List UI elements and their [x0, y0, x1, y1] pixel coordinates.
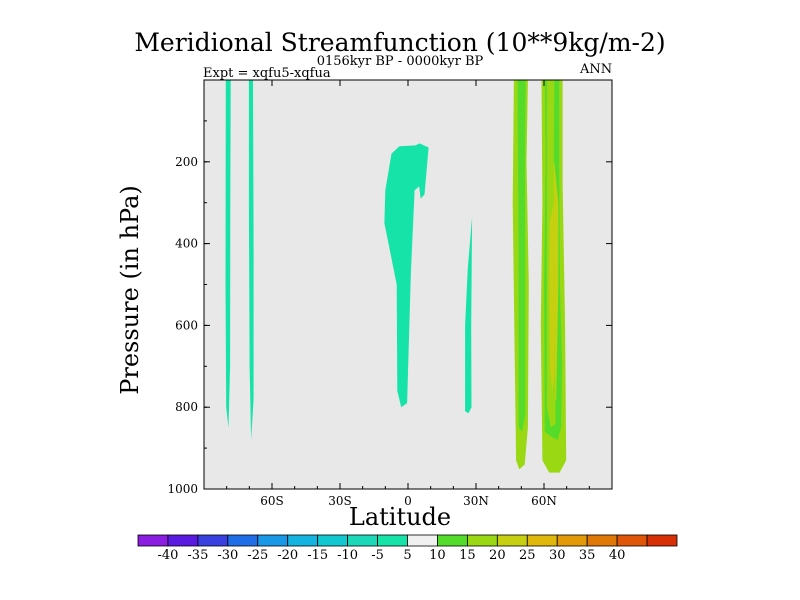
colorbar-label: 35 [579, 548, 596, 563]
contour-region-pos-core-2 [549, 202, 555, 391]
colorbar-swatch [137, 534, 169, 547]
colorbar-label: 15 [459, 548, 476, 563]
colorbar-swatch [496, 534, 528, 547]
colorbar-swatch [377, 534, 408, 547]
x-tick-label: 30N [463, 494, 489, 508]
colorbar-swatch [227, 534, 259, 547]
x-tick-label: 60S [260, 494, 284, 508]
colorbar-label: -40 [157, 548, 178, 563]
colorbar-swatch [556, 534, 588, 547]
y-tick-label: 1000 [167, 482, 198, 496]
colorbar-label: -10 [337, 548, 358, 563]
colorbar-label: 10 [429, 548, 446, 563]
contour-regions [225, 80, 567, 473]
colorbar-label: 25 [519, 548, 536, 563]
chart-subtitle: 0156kyr BP - 0000kyr BP [316, 54, 484, 69]
contour-region-neg-equatorial [384, 143, 429, 408]
experiment-label: Expt = xqfu5-xqfua [203, 66, 331, 81]
colorbar-label: -30 [217, 548, 238, 563]
colorbar-swatch [526, 534, 558, 547]
colorbar-label: 40 [609, 548, 626, 563]
y-tick-label: 600 [175, 318, 198, 332]
contour-region-pos-inner [517, 80, 526, 432]
y-ticks: 200 400 600 800 1000 [167, 120, 612, 496]
x-tick-label: 60N [531, 494, 557, 508]
colorbar-swatch [317, 534, 349, 547]
x-tick-label: 30S [328, 494, 352, 508]
contour-region-neg-band-b [248, 80, 254, 440]
colorbar-swatch [466, 534, 498, 547]
colorbar-swatch [407, 534, 438, 547]
y-tick-label: 400 [175, 237, 198, 251]
colorbar-label: -20 [277, 548, 298, 563]
x-ticks: 60S 30S 0 30N 60N [203, 80, 613, 508]
colorbar-label: -25 [247, 548, 268, 563]
colorbar-swatch [616, 534, 648, 547]
colorbar: -40 -35 -30 -25 -20 -15 -10 -5 5 10 15 20 25 30 35 40 [137, 534, 678, 563]
colorbar-swatch [646, 534, 678, 547]
colorbar-swatch [437, 534, 468, 547]
colorbar-swatch [347, 534, 378, 547]
chart-title: Meridional Streamfunction (10**9kg/m-2) [134, 28, 666, 57]
colorbar-label: -35 [187, 548, 208, 563]
colorbar-swatch [586, 534, 618, 547]
colorbar-label: 5 [403, 548, 411, 563]
colorbar-swatch [257, 534, 289, 547]
colorbar-label: -5 [371, 548, 384, 563]
colorbar-swatch [167, 534, 199, 547]
contour-region-neg-30n [465, 217, 473, 414]
y-tick-label: 200 [175, 155, 198, 169]
x-axis-label: Latitude [348, 503, 452, 531]
colorbar-swatch [197, 534, 229, 547]
season-label: ANN [580, 62, 613, 77]
contour-region-neg-band-a [225, 80, 231, 428]
colorbar-swatch [287, 534, 319, 547]
colorbar-label: 30 [549, 548, 566, 563]
y-tick-label: 800 [175, 400, 198, 414]
x-tick-label: 0 [404, 494, 412, 508]
colorbar-label: -15 [307, 548, 328, 563]
colorbar-label: 20 [489, 548, 506, 563]
